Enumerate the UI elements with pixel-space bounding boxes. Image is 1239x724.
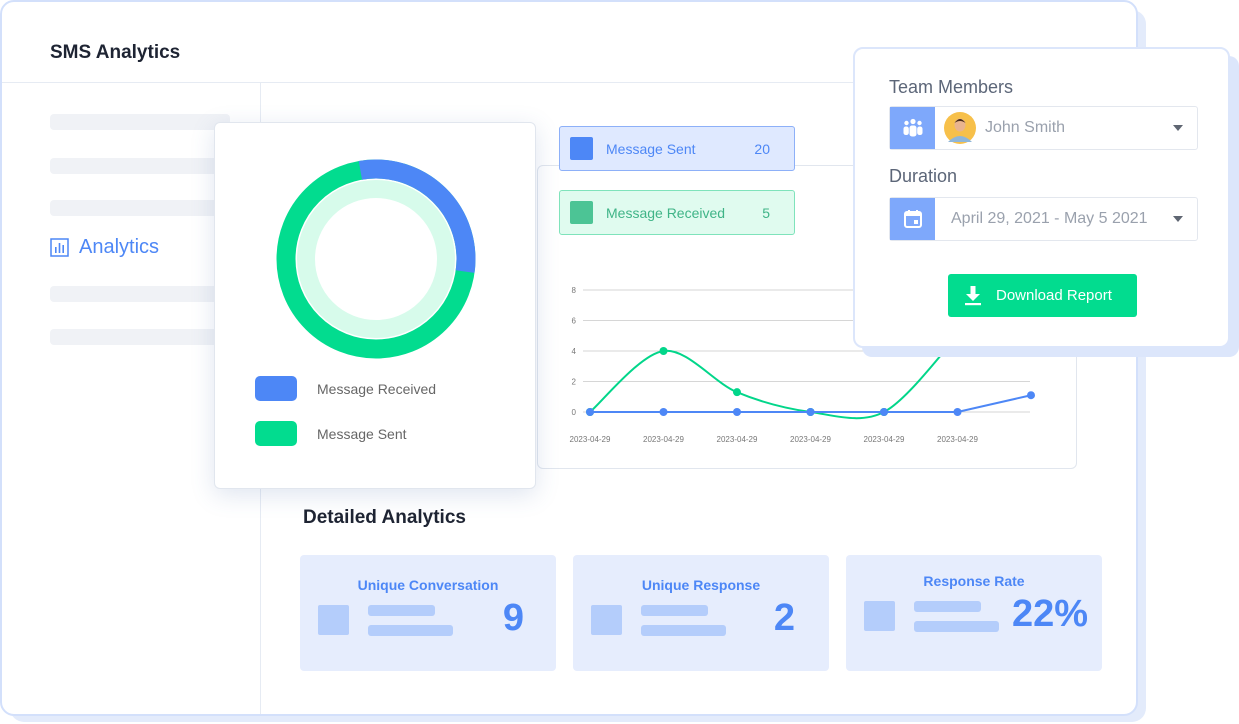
duration-value: April 29, 2021 - May 5 2021 bbox=[951, 210, 1148, 227]
data-point bbox=[1027, 391, 1035, 400]
data-point bbox=[659, 408, 668, 416]
page-title: SMS Analytics bbox=[50, 42, 181, 63]
y-tick-label: 4 bbox=[572, 347, 577, 356]
line-chart: 0 2 4 6 8 2023-04-29 2023-04-29 2023-04-29 2023-… bbox=[570, 286, 1035, 444]
stat-value: 2 bbox=[773, 597, 795, 639]
data-point bbox=[733, 408, 741, 416]
duration-label: Duration bbox=[889, 166, 958, 186]
calendar-icon bbox=[890, 198, 935, 240]
x-tick-label: 2023-04-29 bbox=[937, 435, 978, 444]
header-divider bbox=[2, 82, 1136, 83]
legend-item-sent: Message Sent bbox=[255, 421, 407, 446]
stat-card-unique-conversation: Unique Conversation 9 bbox=[300, 555, 556, 671]
legend-swatch bbox=[255, 421, 297, 446]
chevron-down-icon bbox=[1173, 125, 1183, 131]
stat-label: Response Rate bbox=[923, 573, 1025, 589]
donut-inner-ring bbox=[297, 180, 455, 338]
sidebar-item-label: Analytics bbox=[79, 236, 160, 258]
stat-label: Unique Response bbox=[641, 577, 761, 593]
legend-label: Message Sent bbox=[317, 425, 407, 442]
badge-label: Message Received bbox=[606, 204, 726, 221]
badge-value: 20 bbox=[754, 140, 770, 157]
stat-label: Unique Conversation bbox=[357, 577, 499, 593]
team-member-select[interactable]: John Smith bbox=[889, 106, 1198, 150]
data-point bbox=[586, 408, 594, 416]
sidebar-item-placeholder[interactable] bbox=[50, 329, 230, 345]
filter-panel: Team Members John Smith Duration April 2… bbox=[853, 47, 1230, 348]
users-icon bbox=[890, 107, 935, 149]
y-tick-label: 2 bbox=[572, 378, 577, 387]
detailed-analytics-title: Detailed Analytics bbox=[303, 507, 466, 528]
series-line bbox=[589, 335, 959, 420]
legend-label: Message Received bbox=[317, 380, 437, 397]
x-tick-label: 2023-04-29 bbox=[643, 435, 684, 444]
stat-value: 22% bbox=[1011, 593, 1088, 635]
download-icon bbox=[965, 285, 981, 305]
download-report-label: Download Report bbox=[996, 287, 1112, 304]
legend-swatch bbox=[255, 376, 297, 401]
legend-swatch bbox=[570, 201, 593, 224]
stat-card-response-rate: Response Rate 22% bbox=[846, 555, 1102, 671]
download-report-button[interactable]: Download Report bbox=[948, 274, 1137, 317]
message-received-badge: Message Received 5 bbox=[559, 190, 795, 235]
chevron-down-icon bbox=[1173, 216, 1183, 222]
donut-chart bbox=[276, 159, 476, 359]
stat-value: 9 bbox=[502, 597, 524, 639]
x-tick-label: 2023-04-29 bbox=[864, 435, 905, 444]
avatar bbox=[944, 112, 976, 144]
y-tick-label: 8 bbox=[572, 286, 577, 295]
x-tick-label: 2023-04-29 bbox=[570, 435, 611, 444]
sidebar-item-placeholder[interactable] bbox=[50, 158, 230, 174]
badge-label: Message Sent bbox=[606, 140, 696, 157]
message-sent-badge: Message Sent 20 bbox=[559, 126, 795, 171]
sidebar-item-analytics[interactable]: Analytics bbox=[50, 236, 159, 259]
legend-item-received: Message Received bbox=[255, 376, 436, 401]
sidebar-item-placeholder[interactable] bbox=[50, 114, 230, 130]
data-point bbox=[880, 408, 888, 416]
data-point bbox=[733, 388, 741, 397]
data-point bbox=[806, 408, 815, 416]
data-point bbox=[953, 408, 962, 416]
duration-select[interactable]: April 29, 2021 - May 5 2021 bbox=[889, 197, 1198, 241]
badge-value: 5 bbox=[762, 204, 770, 221]
stat-card-unique-response: Unique Response 2 bbox=[573, 555, 829, 671]
team-members-label: Team Members bbox=[889, 77, 1014, 97]
x-tick-label: 2023-04-29 bbox=[790, 435, 831, 444]
legend-swatch bbox=[570, 137, 593, 160]
donut-chart-card: Message Received Message Sent bbox=[214, 122, 536, 489]
y-tick-label: 0 bbox=[572, 408, 577, 417]
data-point bbox=[659, 347, 668, 355]
y-tick-label: 6 bbox=[572, 317, 577, 326]
bar-chart-icon bbox=[50, 238, 69, 257]
sidebar-item-placeholder[interactable] bbox=[50, 286, 230, 302]
team-member-value: John Smith bbox=[985, 119, 1066, 136]
sidebar-item-placeholder[interactable] bbox=[50, 200, 230, 216]
donut-slice-received bbox=[358, 159, 476, 273]
x-tick-label: 2023-04-29 bbox=[717, 435, 758, 444]
